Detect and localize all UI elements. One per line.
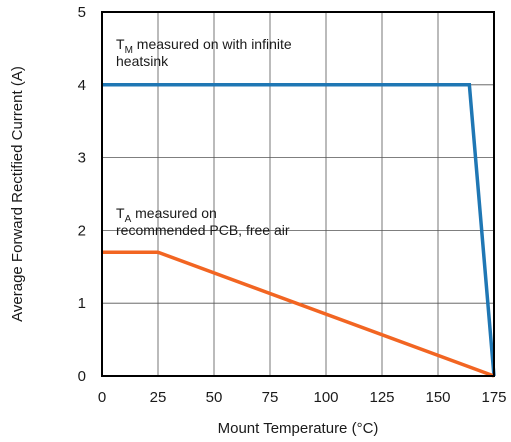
y-tick-label: 0 — [78, 368, 86, 385]
y-axis-label: Average Forward Rectified Current (A) — [9, 66, 26, 322]
x-tick-label: 125 — [369, 389, 394, 406]
y-tick-label: 3 — [78, 150, 86, 167]
y-tick-label: 1 — [78, 295, 86, 312]
annotation-ta: TA measured on recommended PCB, free air — [116, 205, 290, 238]
y-tick-label: 5 — [78, 4, 86, 21]
series-line-1 — [102, 83, 496, 377]
y-tick-label: 2 — [78, 222, 86, 239]
x-axis-label: Mount Temperature (°C) — [218, 420, 379, 437]
x-tick-label: 75 — [262, 389, 279, 406]
series-group — [102, 83, 496, 378]
x-tick-labels: 0 25 50 75 100 125 150 175 — [98, 389, 507, 406]
x-tick-label: 25 — [150, 389, 167, 406]
x-tick-label: 0 — [98, 389, 106, 406]
x-tick-label: 50 — [206, 389, 223, 406]
series-line-2 — [102, 250, 495, 378]
y-tick-label: 4 — [78, 77, 86, 94]
x-tick-label: 100 — [313, 389, 338, 406]
x-tick-label: 175 — [481, 389, 506, 406]
x-tick-label: 150 — [425, 389, 450, 406]
plot-frame — [101, 11, 495, 377]
y-tick-labels: 0 1 2 3 4 5 — [78, 4, 86, 385]
annotation-tm: TM measured on with infinite heatsink — [116, 36, 292, 69]
